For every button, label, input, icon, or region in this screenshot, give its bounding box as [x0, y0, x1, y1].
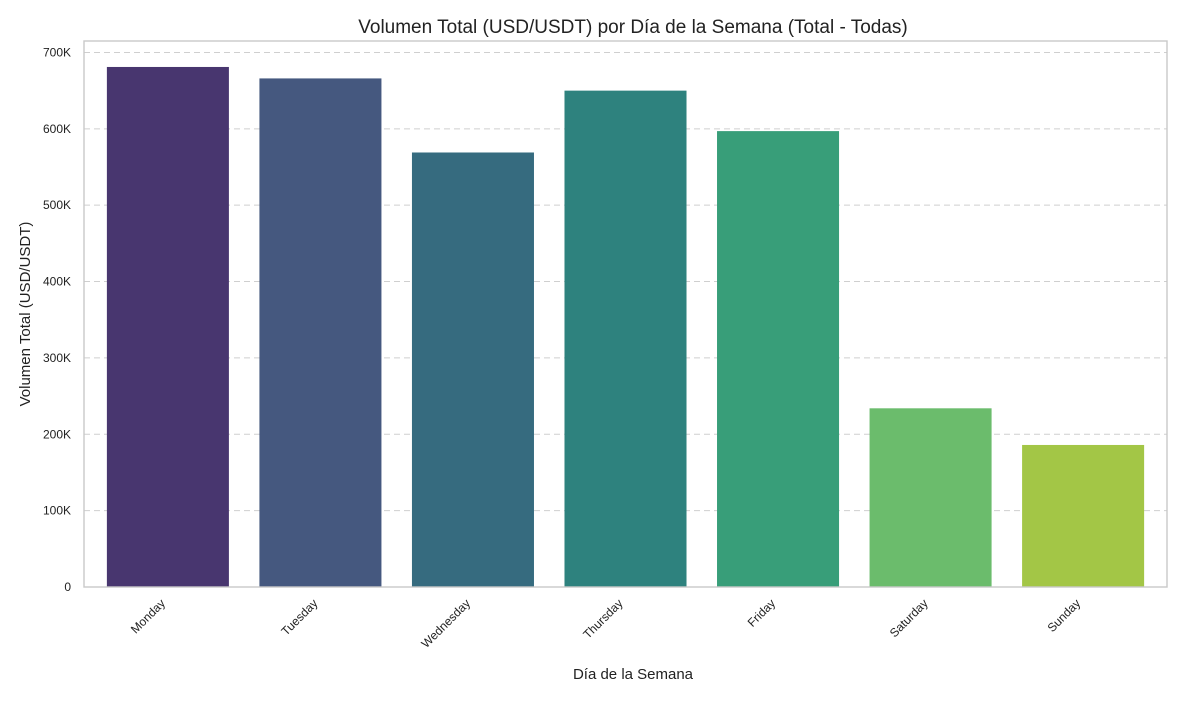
x-tick-label: Tuesday: [278, 596, 320, 638]
x-tick-label: Saturday: [887, 596, 931, 640]
x-tick-label: Monday: [128, 596, 168, 636]
bar-monday: [106, 66, 229, 588]
chart-title: Volumen Total (USD/USDT) por Día de la S…: [358, 17, 907, 38]
x-axis-ticks: Monday Tuesday Wednesday Thursday Friday Satu…: [128, 596, 1083, 651]
plot-frame: [83, 40, 1168, 588]
y-tick-label: 600K: [43, 122, 71, 136]
y-tick-label: 400K: [43, 275, 71, 289]
y-tick-label: 200K: [43, 427, 71, 441]
y-tick-label: 100K: [43, 504, 71, 518]
x-tick-label: Wednesday: [419, 596, 474, 651]
bar-sunday: [1022, 444, 1145, 587]
y-tick-label: 300K: [43, 351, 71, 365]
x-tick-label: Sunday: [1045, 596, 1084, 635]
y-tick-label: 500K: [43, 198, 71, 212]
x-axis-label: Día de la Semana: [573, 666, 694, 683]
bars: [106, 66, 1145, 588]
bar-friday: [717, 131, 840, 588]
y-tick-label: 0: [64, 580, 71, 594]
y-tick-label: 700K: [43, 45, 71, 59]
x-tick-label: Friday: [745, 596, 778, 629]
bar-thursday: [564, 90, 687, 588]
bar-wednesday: [411, 152, 534, 587]
x-tick-label: Thursday: [580, 596, 625, 641]
bar-tuesday: [259, 78, 382, 587]
bar-saturday: [869, 408, 992, 587]
y-axis-ticks: 0 100K 200K 300K 400K 500K 600K 700K: [43, 45, 71, 594]
y-axis-label: Volumen Total (USD/USDT): [17, 222, 34, 407]
